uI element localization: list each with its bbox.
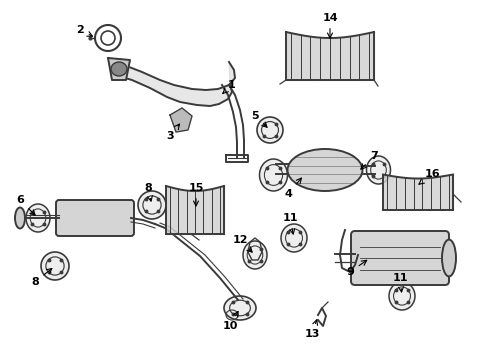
Text: 14: 14	[322, 13, 337, 38]
Text: 6: 6	[16, 195, 35, 215]
Ellipse shape	[366, 156, 390, 184]
Text: 5: 5	[251, 111, 266, 127]
Ellipse shape	[257, 117, 283, 143]
Polygon shape	[112, 62, 235, 106]
Ellipse shape	[388, 282, 414, 310]
Text: 10: 10	[222, 311, 238, 331]
Ellipse shape	[15, 207, 25, 229]
Text: 11: 11	[282, 213, 297, 234]
Text: 9: 9	[346, 260, 366, 277]
Text: 2: 2	[76, 25, 92, 36]
Text: 3: 3	[166, 124, 179, 141]
Ellipse shape	[26, 204, 50, 232]
FancyBboxPatch shape	[56, 200, 134, 236]
Ellipse shape	[138, 191, 165, 219]
Ellipse shape	[111, 62, 127, 76]
FancyBboxPatch shape	[350, 231, 448, 285]
Polygon shape	[108, 58, 130, 80]
Ellipse shape	[41, 252, 69, 280]
Text: 1: 1	[223, 80, 235, 93]
Ellipse shape	[281, 224, 306, 252]
Text: 8: 8	[31, 269, 52, 287]
Text: 15: 15	[188, 183, 203, 206]
Ellipse shape	[259, 159, 287, 191]
Ellipse shape	[441, 240, 455, 276]
Ellipse shape	[287, 149, 362, 191]
Text: 8: 8	[144, 183, 152, 201]
Text: 16: 16	[418, 169, 439, 184]
Text: 12: 12	[232, 235, 252, 252]
Ellipse shape	[224, 296, 256, 320]
Text: 7: 7	[360, 151, 377, 169]
Polygon shape	[170, 108, 192, 132]
Text: 11: 11	[391, 273, 407, 292]
Text: 4: 4	[284, 178, 301, 199]
Text: 13: 13	[304, 320, 319, 339]
Ellipse shape	[243, 241, 266, 269]
